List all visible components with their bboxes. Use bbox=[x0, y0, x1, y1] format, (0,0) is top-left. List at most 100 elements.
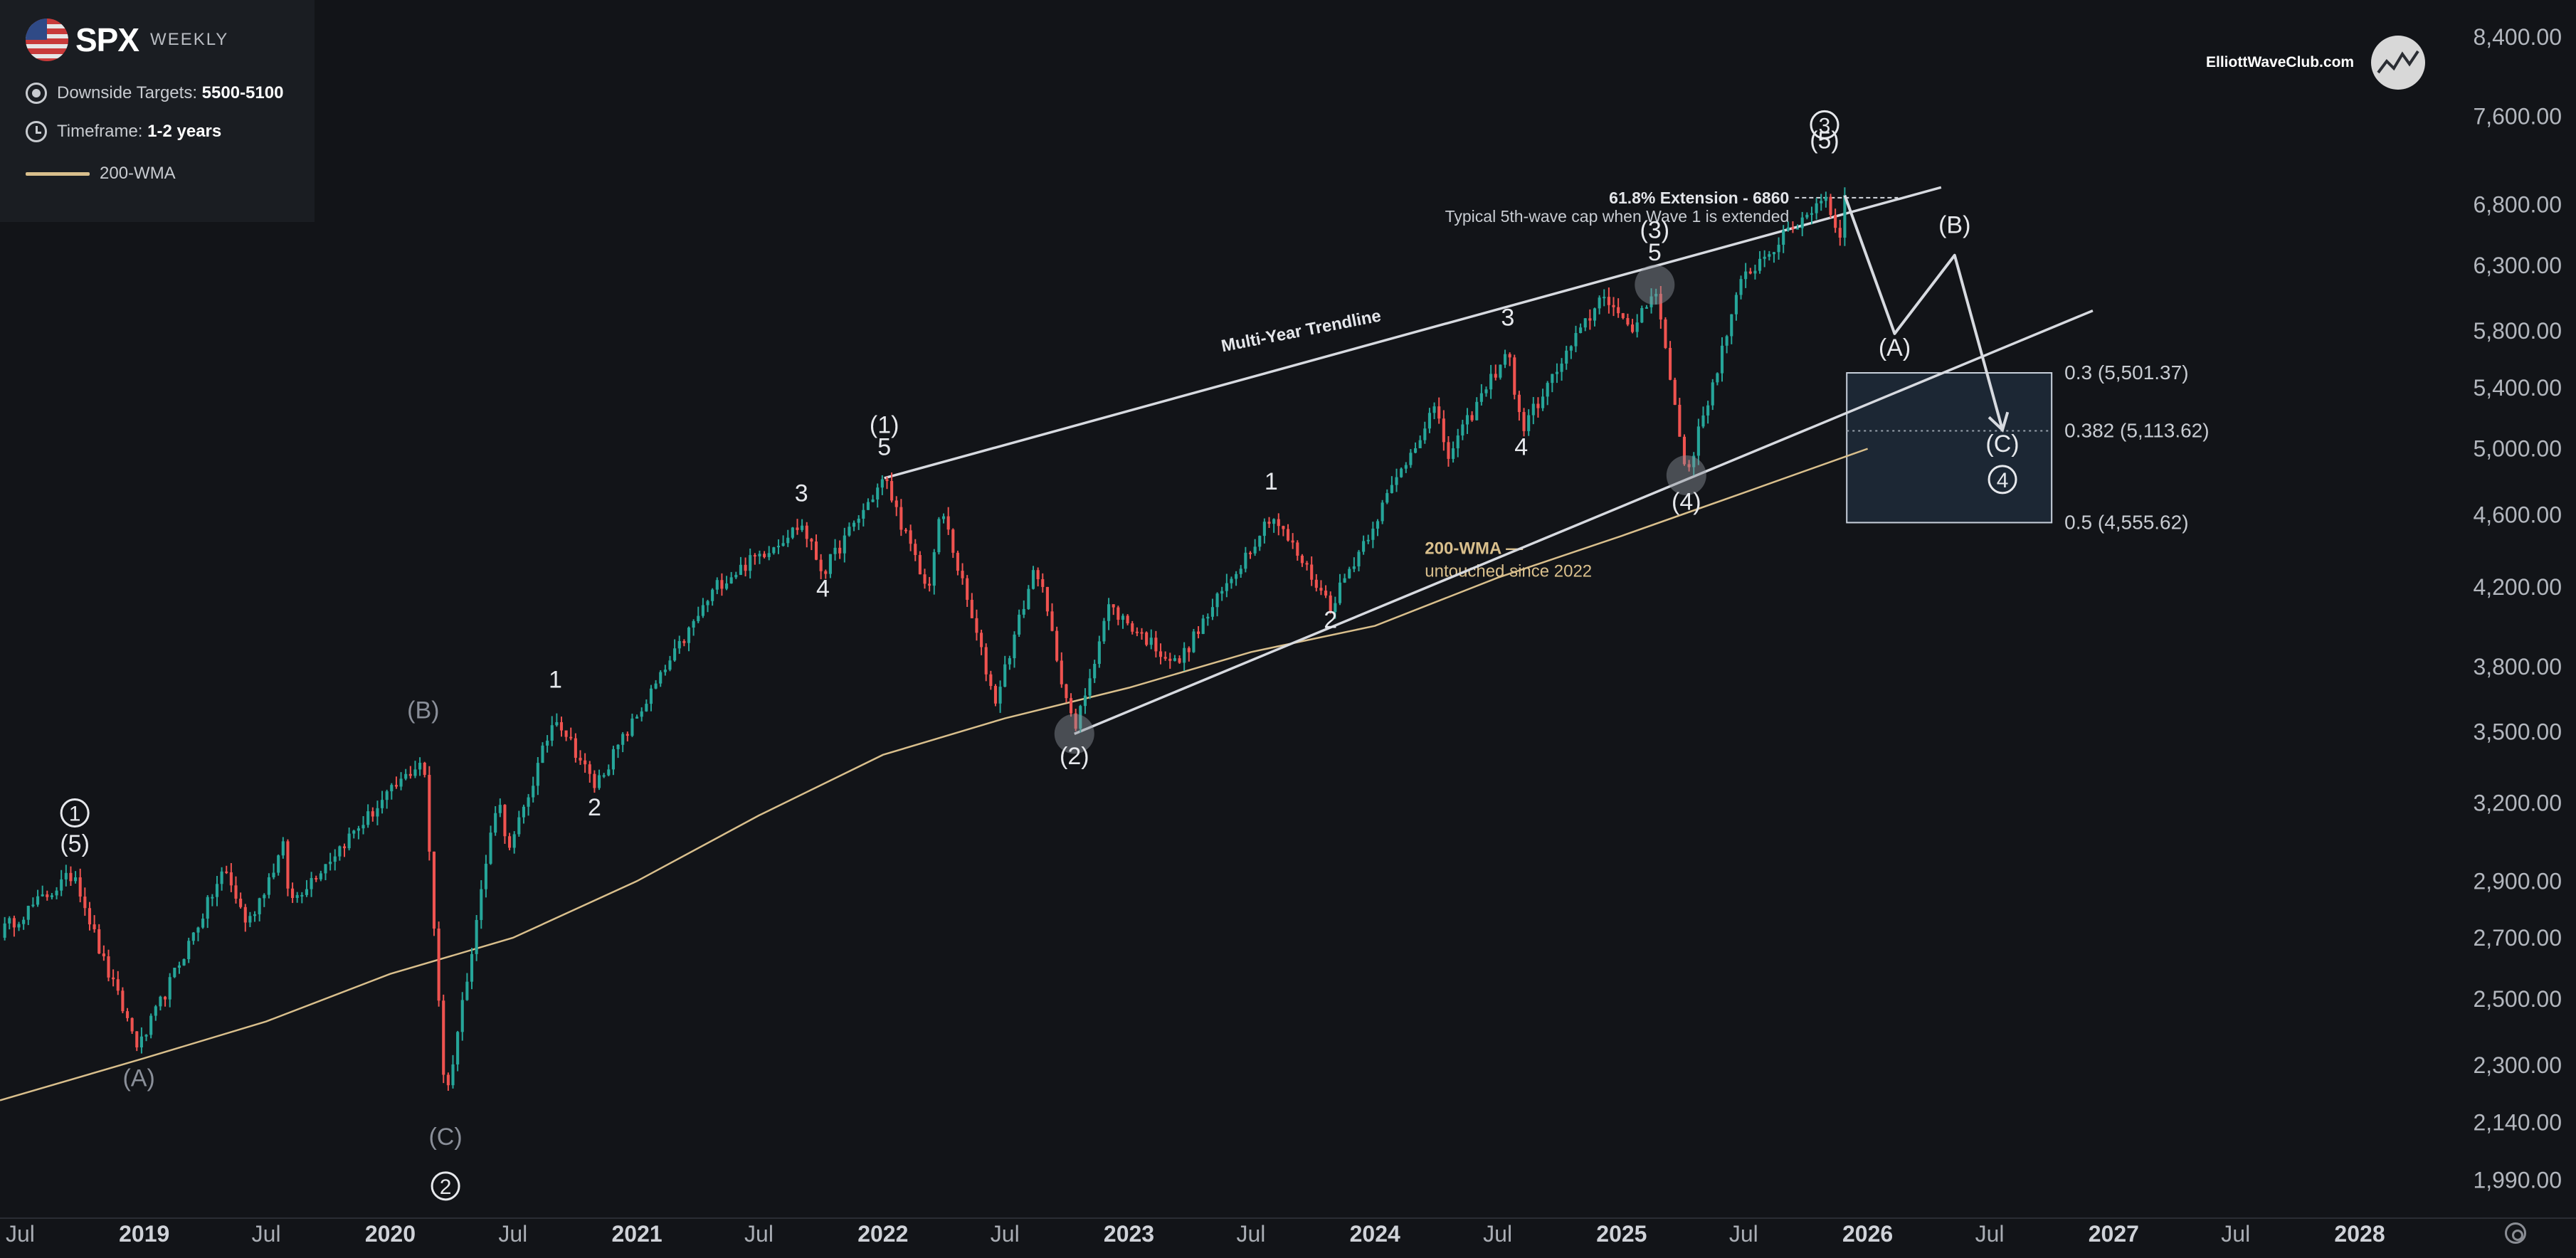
candle bbox=[1314, 574, 1318, 592]
candle bbox=[1772, 252, 1775, 263]
candle bbox=[74, 871, 78, 884]
candle bbox=[211, 894, 214, 906]
candle bbox=[1583, 318, 1587, 332]
candle bbox=[1531, 396, 1535, 425]
candle bbox=[564, 730, 568, 741]
candle bbox=[1659, 285, 1662, 329]
candle bbox=[1210, 598, 1215, 620]
candle bbox=[1456, 428, 1459, 458]
candle bbox=[93, 915, 96, 933]
candle bbox=[711, 588, 714, 606]
candle bbox=[446, 1072, 450, 1092]
fib-level-label: 0.382 (5,113.62) bbox=[2064, 420, 2209, 442]
y-tick-label: 2,140.00 bbox=[2473, 1109, 2562, 1135]
candle bbox=[720, 573, 724, 596]
candle bbox=[862, 503, 865, 527]
candle bbox=[1262, 518, 1266, 544]
candle bbox=[22, 916, 26, 930]
x-tick-label: Jul bbox=[1729, 1221, 1758, 1247]
candle bbox=[1579, 323, 1583, 334]
candle bbox=[248, 911, 252, 928]
candle bbox=[1131, 620, 1134, 635]
candle bbox=[857, 514, 860, 530]
candle bbox=[1145, 631, 1149, 647]
circled-wave-label: 3 bbox=[1810, 110, 1839, 139]
candle bbox=[1400, 467, 1403, 478]
settings-icon[interactable] bbox=[2505, 1222, 2526, 1244]
candle bbox=[1720, 337, 1724, 382]
candle bbox=[1277, 513, 1280, 536]
candle bbox=[1522, 408, 1526, 437]
candle bbox=[729, 571, 733, 584]
candle bbox=[390, 783, 394, 800]
candle bbox=[253, 911, 257, 922]
candle bbox=[258, 897, 261, 921]
candle bbox=[946, 507, 950, 535]
candle bbox=[1022, 600, 1025, 618]
candle bbox=[164, 995, 167, 1007]
candle bbox=[1598, 295, 1601, 314]
candle bbox=[569, 727, 573, 741]
y-tick-label: 7,600.00 bbox=[2473, 104, 2562, 130]
candle bbox=[1687, 460, 1691, 472]
candle bbox=[1338, 574, 1342, 606]
candle bbox=[1551, 374, 1554, 393]
candle bbox=[673, 639, 677, 662]
candle bbox=[1362, 535, 1366, 555]
candle bbox=[640, 707, 643, 722]
brand-name: ElliottWaveClub.com bbox=[2206, 54, 2355, 70]
wave-labels: (A)(B)(C)(5)1234(1)5(2)1234(3)5(4)(5)(A)… bbox=[60, 110, 2020, 1201]
candle bbox=[635, 714, 639, 719]
candle bbox=[1499, 364, 1502, 380]
wave-label: (C) bbox=[1985, 430, 2019, 458]
candle bbox=[1055, 626, 1059, 662]
candle bbox=[460, 992, 464, 1041]
candle bbox=[1461, 419, 1464, 440]
legend-label: Timeframe: bbox=[57, 122, 143, 141]
y-tick-label: 3,800.00 bbox=[2473, 654, 2562, 680]
candle bbox=[465, 973, 469, 1001]
pivot-highlight bbox=[1054, 714, 1094, 754]
candle bbox=[1107, 598, 1111, 630]
candle bbox=[376, 800, 379, 825]
projection-path bbox=[1843, 194, 2010, 433]
candle bbox=[1041, 573, 1045, 593]
candle bbox=[961, 563, 964, 585]
candle bbox=[1805, 212, 1809, 220]
wave-label: (B) bbox=[1938, 212, 1970, 239]
clock-icon bbox=[26, 121, 47, 142]
candle bbox=[295, 892, 299, 903]
candle bbox=[739, 556, 742, 576]
candle bbox=[1617, 298, 1620, 318]
y-tick-label: 8,400.00 bbox=[2473, 24, 2562, 50]
candle bbox=[503, 804, 507, 844]
x-tick-label: Jul bbox=[498, 1221, 527, 1247]
candle bbox=[941, 513, 946, 524]
candle bbox=[536, 757, 539, 796]
candle bbox=[1593, 307, 1597, 327]
legend-panel: SPX WEEKLY Downside Targets: 5500-5100 T… bbox=[0, 0, 315, 222]
candle bbox=[1248, 551, 1252, 559]
candle bbox=[1701, 406, 1705, 428]
candle bbox=[993, 684, 998, 707]
candle bbox=[1310, 556, 1314, 586]
candle bbox=[1329, 591, 1332, 614]
candle bbox=[1225, 574, 1228, 598]
candle bbox=[828, 554, 832, 578]
candle bbox=[781, 535, 785, 547]
candle bbox=[724, 576, 729, 591]
candle bbox=[121, 987, 125, 1013]
candle bbox=[1206, 613, 1210, 626]
candle bbox=[413, 761, 417, 778]
lower-channel-line bbox=[1074, 309, 2094, 735]
candle bbox=[1777, 237, 1780, 260]
candle bbox=[107, 949, 110, 982]
candle bbox=[201, 913, 205, 929]
candle bbox=[173, 968, 176, 978]
candle bbox=[819, 554, 823, 580]
candle bbox=[805, 522, 808, 548]
candle bbox=[229, 862, 233, 892]
wma-200-line bbox=[0, 448, 1869, 1101]
candle bbox=[668, 655, 672, 672]
